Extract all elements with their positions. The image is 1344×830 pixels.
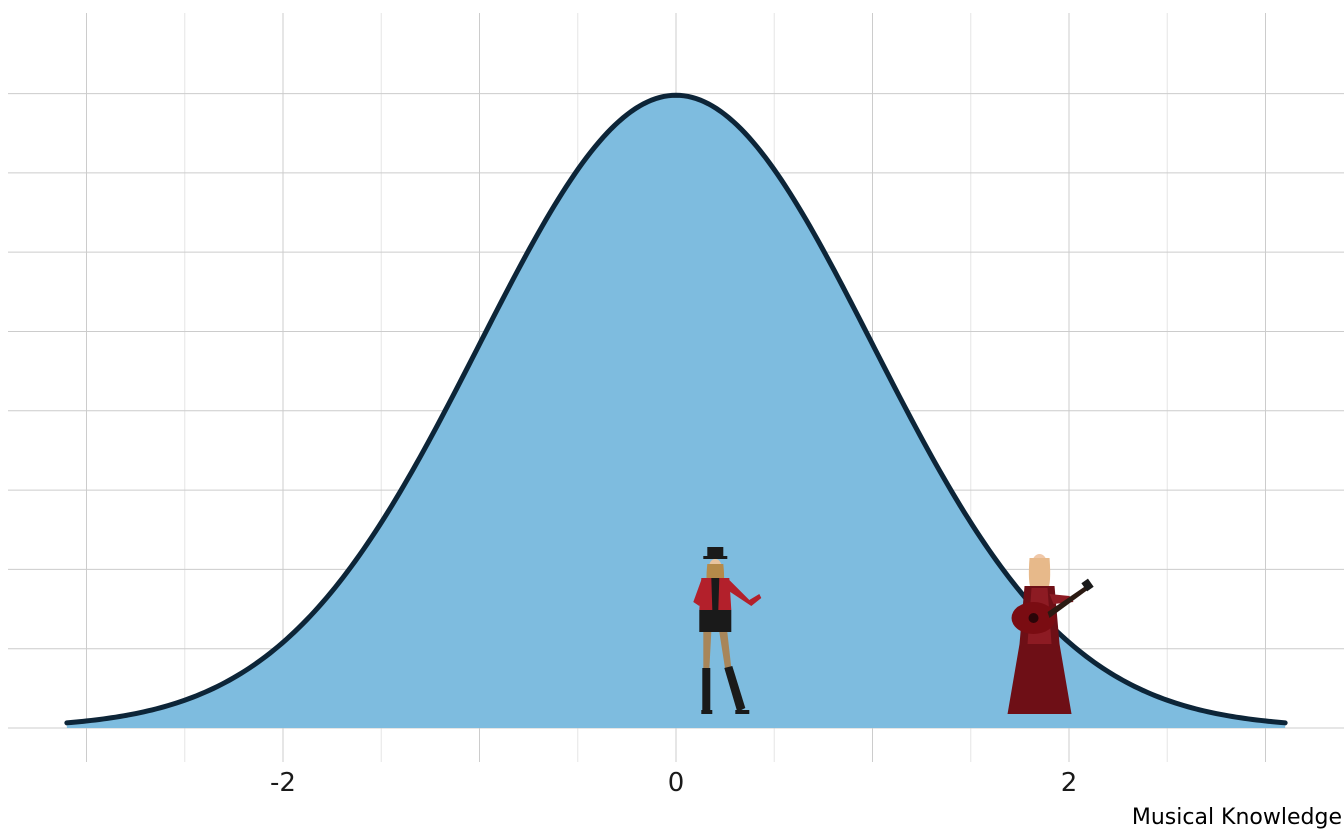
- performer-in-red-jacket-and-top-hat: [693, 547, 762, 714]
- performer-in-red-gown-with-guitar: [1007, 554, 1094, 714]
- x-tick-label: -2: [270, 768, 296, 798]
- x-tick-label: 2: [1061, 768, 1078, 798]
- x-tick-labels: -2 0 2: [270, 768, 1077, 798]
- density-area: [66, 95, 1286, 728]
- x-tick-label: 0: [668, 768, 685, 798]
- x-axis-label: Musical Knowledge: [1132, 805, 1342, 830]
- density-curve: [64, 92, 1288, 726]
